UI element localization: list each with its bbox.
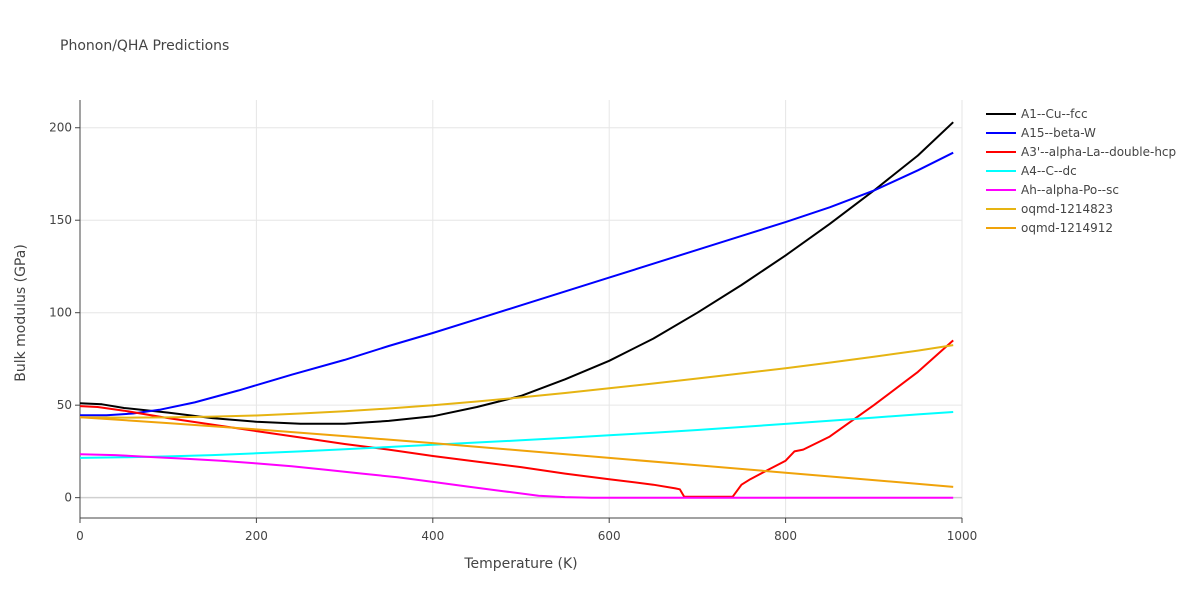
legend-label-2: A15--beta-W: [1021, 126, 1096, 140]
x-tick-label: 200: [245, 529, 268, 543]
x-tick-label: 1000: [947, 529, 978, 543]
y-tick-label: 0: [64, 491, 72, 505]
series-line-3: [79, 339, 954, 498]
y-tick-label: 100: [49, 306, 72, 320]
y-tick-label: 50: [57, 398, 72, 412]
series-line-5: [79, 453, 954, 499]
x-tick-label: 0: [76, 529, 84, 543]
series-line-7: [79, 416, 954, 488]
series-line-6: [79, 344, 954, 419]
x-tick-label: 600: [598, 529, 621, 543]
plot-area: [79, 121, 954, 499]
y-tick-label: 150: [49, 213, 72, 227]
grid: [80, 100, 963, 518]
axes: [79, 100, 962, 519]
series-line-4: [79, 411, 954, 459]
legend-label-4: A4--C--dc: [1021, 164, 1077, 178]
chart-title: Phonon/QHA Predictions: [60, 38, 229, 54]
legend: A1--Cu--fcc A15--beta-W A3'--alpha-La--dou…: [986, 107, 1176, 235]
y-tick-label: 200: [49, 121, 72, 135]
legend-label-6: oqmd-1214823: [1021, 202, 1113, 216]
x-axis-title: Temperature (K): [463, 556, 577, 572]
legend-label-1: A1--Cu--fcc: [1021, 107, 1088, 121]
legend-label-5: Ah--alpha-Po--sc: [1021, 183, 1119, 197]
x-tick-label: 800: [774, 529, 797, 543]
series-line-1: [79, 121, 954, 425]
series-line-2: [79, 151, 954, 417]
legend-label-3: A3'--alpha-La--double-hcp: [1021, 145, 1176, 159]
x-tick-label: 400: [421, 529, 444, 543]
y-axis-title: Bulk modulus (GPa): [13, 244, 29, 382]
ticks: 0 200 400 600 800 1000 0 50 100 150 200: [49, 121, 977, 543]
legend-label-7: oqmd-1214912: [1021, 221, 1113, 235]
